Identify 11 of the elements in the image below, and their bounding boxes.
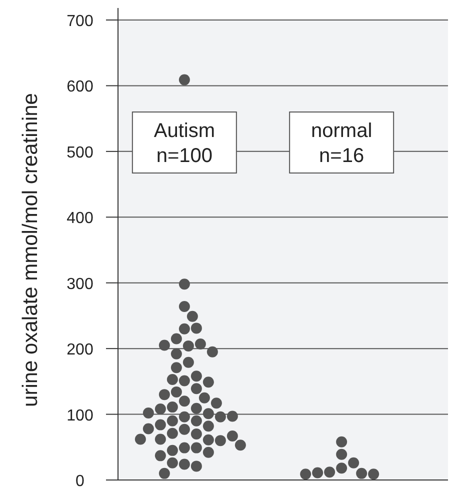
y-tick-label: 0 xyxy=(76,473,85,490)
y-tick-label: 600 xyxy=(66,78,94,96)
y-tick-label: 300 xyxy=(66,276,94,293)
y-tick-label: 200 xyxy=(66,342,94,359)
y-tick-label: 700 xyxy=(66,13,94,30)
y-tick-label: 500 xyxy=(66,144,94,162)
y-tick-label: 100 xyxy=(66,407,94,424)
x-tick-label: Autism n=100 xyxy=(154,120,215,167)
y-tick-label: 400 xyxy=(66,210,94,228)
y-axis-title: urine oxalate mmol/mol creatinine xyxy=(19,93,42,407)
x-tick-label: normal n=16 xyxy=(311,120,372,167)
